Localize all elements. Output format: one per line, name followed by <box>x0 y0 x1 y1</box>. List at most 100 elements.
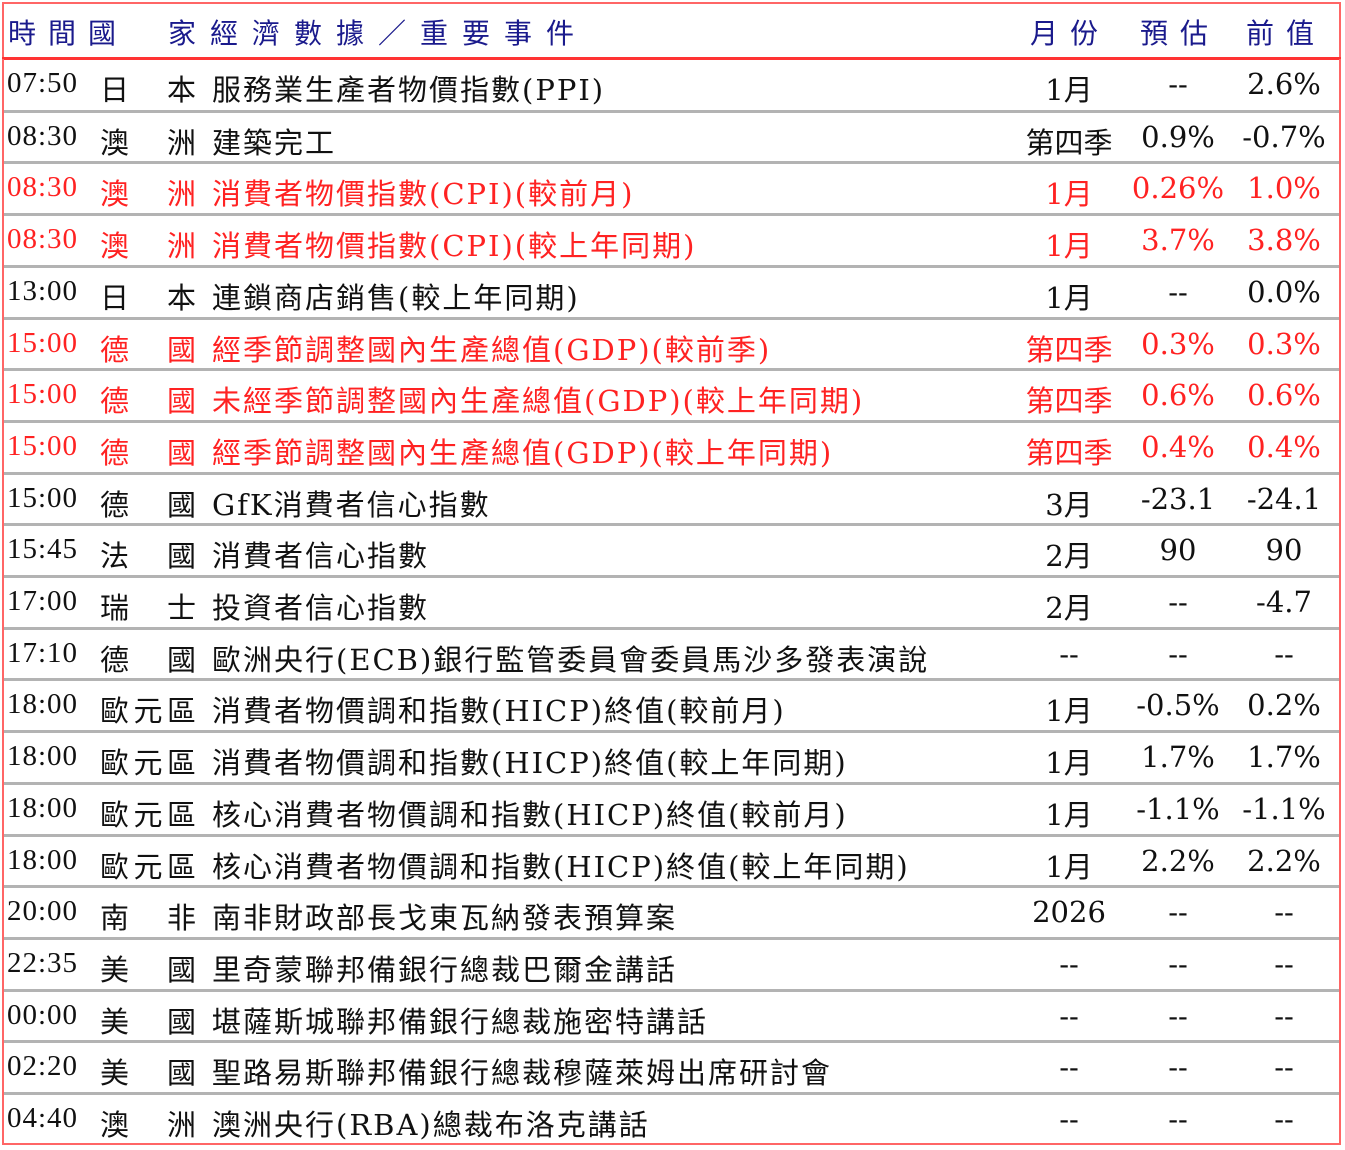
cell-event: 澳洲央行(RBA)總裁布洛克講話 <box>212 1108 650 1142</box>
cell-time: 15:00 <box>7 429 79 462</box>
cell-event: 核心消費者物價調和指數(HICP)終值(較上年同期) <box>212 849 910 884</box>
cell-previous: -- <box>1274 1102 1294 1136</box>
cell-forecast: -23.1 <box>1140 481 1216 516</box>
header-time-country: 時間國 <box>8 17 129 50</box>
cell-event: 南非財政部長戈東瓦納發表預算案 <box>212 901 678 936</box>
header-previous: 前值 <box>1246 17 1327 50</box>
cell-forecast: -- <box>1168 998 1188 1033</box>
table-row: 22:35 美國 里奇蒙聯邦備銀行總裁巴爾金講話 -- -- -- <box>4 936 1339 989</box>
table-row: 08:30 澳洲 消費者物價指數(CPI)(較前月) 1月 0.26% 1.0% <box>4 161 1339 213</box>
cell-event: 堪薩斯城聯邦備銀行總裁施密特講話 <box>212 1004 709 1039</box>
table-row: 08:30 澳洲 建築完工 第四季 0.9% -0.7% <box>4 109 1339 162</box>
table-row: 18:00 歐元區 核心消費者物價調和指數(HICP)終值(較上年同期) 1月 2.2%… <box>4 833 1339 886</box>
cell-time: 22:35 <box>7 946 79 979</box>
cell-previous: -4.7 <box>1256 585 1312 619</box>
cell-country: 美國 <box>100 1004 196 1039</box>
cell-previous: 3.8% <box>1247 223 1321 258</box>
cell-forecast: -- <box>1168 895 1188 930</box>
cell-previous: 0.0% <box>1247 274 1321 309</box>
table-row: 02:20 美國 聖路易斯聯邦備銀行總裁穆薩萊姆出席研討會 -- -- -- <box>4 1040 1339 1092</box>
cell-forecast: -- <box>1168 946 1188 981</box>
cell-forecast: 0.9% <box>1141 119 1215 154</box>
cell-forecast: -- <box>1168 274 1188 309</box>
cell-country: 日本 <box>100 280 196 315</box>
cell-country: 歐元區 <box>100 746 196 781</box>
table-row: 18:00 歐元區 消費者物價調和指數(HICP)終值(較上年同期) 1月 1.7% 1.… <box>4 730 1339 782</box>
cell-country: 南非 <box>100 901 196 936</box>
cell-previous: -- <box>1274 998 1294 1033</box>
cell-event: 建築完工 <box>212 125 337 160</box>
cell-time: 18:00 <box>7 688 79 721</box>
cell-previous: 2.2% <box>1247 843 1321 878</box>
cell-event: 消費者信心指數 <box>212 539 430 574</box>
cell-previous: 0.4% <box>1247 429 1321 464</box>
cell-time: 15:00 <box>7 481 79 514</box>
cell-event: 消費者物價調和指數(HICP)終值(較前月) <box>212 694 786 729</box>
cell-month: 1月 <box>1045 280 1093 315</box>
cell-time: 15:00 <box>7 326 79 359</box>
cell-forecast: 0.26% <box>1131 171 1225 206</box>
cell-event: 消費者物價調和指數(HICP)終值(較上年同期) <box>212 746 848 781</box>
cell-time: 15:45 <box>7 533 79 566</box>
table-header: 時間國 家經濟數據／重要事件 月份 預估 前值 <box>2 4 1341 59</box>
cell-forecast: 1.7% <box>1141 740 1215 775</box>
cell-country: 歐元區 <box>100 694 196 729</box>
cell-event: 連鎖商店銷售(較上年同期) <box>212 280 580 315</box>
cell-previous: -- <box>1274 895 1294 930</box>
table-row: 20:00 南非 南非財政部長戈東瓦納發表預算案 2026 -- -- <box>4 885 1339 937</box>
table-row: 15:00 德國 GfK消費者信心指數 3月 -23.1 -24.1 <box>4 471 1339 524</box>
cell-country: 澳洲 <box>100 1108 196 1142</box>
cell-month: 1月 <box>1045 177 1093 212</box>
cell-time: 07:50 <box>7 67 79 99</box>
cell-month: 第四季 <box>1025 332 1113 367</box>
table-row: 17:00 瑞士 投資者信心指數 2月 -- -4.7 <box>4 575 1339 627</box>
cell-country: 歐元區 <box>100 849 196 884</box>
cell-time: 15:00 <box>7 378 79 411</box>
cell-event: 未經季節調整國內生產總值(GDP)(較上年同期) <box>212 384 865 419</box>
cell-forecast: -- <box>1168 67 1188 101</box>
cell-previous: 0.2% <box>1247 688 1321 723</box>
cell-event: 消費者物價指數(CPI)(較上年同期) <box>212 229 697 264</box>
cell-previous: 90 <box>1265 533 1303 568</box>
cell-time: 18:00 <box>7 843 79 876</box>
cell-month: -- <box>1059 1050 1079 1085</box>
cell-month: 1月 <box>1045 694 1093 729</box>
cell-time: 18:00 <box>7 791 79 824</box>
cell-event: 消費者物價指數(CPI)(較前月) <box>212 177 635 212</box>
cell-forecast: -1.1% <box>1136 791 1220 826</box>
header-month: 月份 <box>1030 17 1111 50</box>
cell-month: 2月 <box>1045 539 1093 574</box>
cell-country: 德國 <box>100 435 196 470</box>
cell-event: 聖路易斯聯邦備銀行總裁穆薩萊姆出席研討會 <box>212 1056 833 1091</box>
table-row: 18:00 歐元區 消費者物價調和指數(HICP)終值(較前月) 1月 -0.5% 0.2… <box>4 678 1339 730</box>
cell-previous: -1.1% <box>1242 791 1326 826</box>
cell-previous: 0.6% <box>1247 378 1321 413</box>
cell-month: 1月 <box>1045 746 1093 781</box>
cell-country: 澳洲 <box>100 177 196 212</box>
cell-forecast: 0.4% <box>1141 429 1215 464</box>
cell-country: 歐元區 <box>100 797 196 832</box>
cell-country: 德國 <box>100 487 196 522</box>
cell-forecast: 2.2% <box>1141 843 1215 878</box>
table-row: 15:00 德國 未經季節調整國內生產總值(GDP)(較上年同期) 第四季 0.6% 0.… <box>4 368 1339 420</box>
cell-event: GfK消費者信心指數 <box>212 487 491 522</box>
cell-month: 3月 <box>1045 487 1093 522</box>
cell-country: 德國 <box>100 332 196 367</box>
cell-month: 2月 <box>1045 591 1093 625</box>
cell-time: 04:40 <box>7 1102 79 1134</box>
cell-previous: -0.7% <box>1242 119 1326 154</box>
cell-month: 1月 <box>1045 229 1093 264</box>
cell-country: 美國 <box>100 952 196 987</box>
table-row: 15:00 德國 經季節調整國內生產總值(GDP)(較前季) 第四季 0.3% 0.3% <box>4 316 1339 369</box>
cell-month: 2026 <box>1032 895 1106 930</box>
cell-month: 第四季 <box>1025 384 1113 419</box>
cell-event: 投資者信心指數 <box>212 591 430 625</box>
cell-country: 德國 <box>100 384 196 419</box>
cell-forecast: -- <box>1168 1102 1188 1136</box>
cell-previous: 0.3% <box>1247 326 1321 361</box>
cell-time: 13:00 <box>7 274 79 307</box>
cell-month: -- <box>1059 1102 1079 1136</box>
table-row: 00:00 美國 堪薩斯城聯邦備銀行總裁施密特講話 -- -- -- <box>4 988 1339 1041</box>
table-row: 15:45 法國 消費者信心指數 2月 90 90 <box>4 523 1339 575</box>
cell-time: 02:20 <box>7 1050 79 1083</box>
